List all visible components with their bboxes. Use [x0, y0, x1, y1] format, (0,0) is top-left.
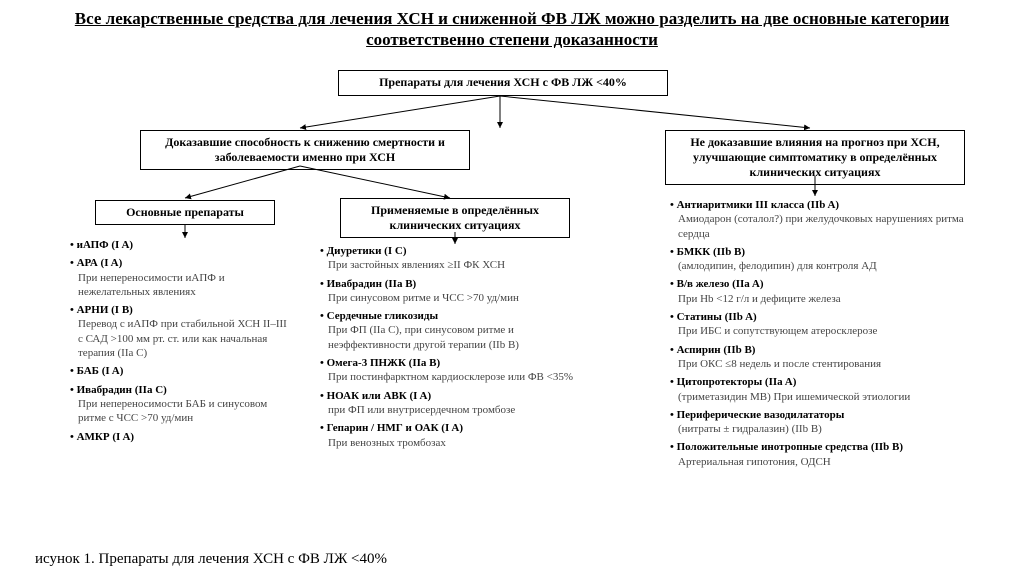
item-head: Сердечные гликозиды: [320, 310, 438, 322]
item-head: АРНИ (I B): [70, 304, 133, 316]
list-item: Положительные инотропные средства (IIb B…: [670, 440, 970, 469]
item-head: Периферические вазодилататоры: [670, 409, 844, 421]
item-sub: Перевод с иАПФ при стабильной ХСН II–III…: [70, 317, 290, 360]
item-head: Статины (IIb A): [670, 311, 757, 323]
sub-left-box: Основные препараты: [95, 200, 275, 225]
item-sub: При ИБС и сопутствующем атеросклерозе: [670, 324, 970, 338]
item-head: АРА (I A): [70, 257, 122, 269]
page-title: Все лекарственные средства для лечения Х…: [0, 0, 1024, 55]
list-item: АМКР (I A): [70, 430, 290, 444]
item-sub: Амиодарон (соталол?) при желудочковых на…: [670, 212, 970, 241]
list-item: Цитопротекторы (IIa A) (триметазидин МВ) …: [670, 375, 970, 404]
list-item: БМКК (IIb B)(амлодипин, фелодипин) для к…: [670, 245, 970, 274]
list-item: В/в железо (IIa A) При Hb <12 г/л и дефиц…: [670, 277, 970, 306]
figure-caption: исунок 1. Препараты для лечения ХСН с ФВ…: [35, 551, 387, 568]
item-sub: При синусовом ритме и ЧСС >70 уд/мин: [320, 291, 580, 305]
item-head: В/в железо (IIa A): [670, 278, 764, 290]
list-item: Омега-3 ПНЖК (IIa B)При постинфарктном к…: [320, 356, 580, 385]
list-item: Антиаритмики III класса (IIb A)Амиодарон…: [670, 198, 970, 241]
item-head: НОАК или АВК (I A): [320, 390, 431, 402]
list-item: Статины (IIb A)При ИБС и сопутствующем а…: [670, 310, 970, 339]
item-sub: (нитраты ± гидралазин) (IIb B): [670, 422, 970, 436]
item-sub: При застойных явлениях ≥II ФК ХСН: [320, 258, 580, 272]
item-sub: При ОКС ≤8 недель и после стентирования: [670, 357, 970, 371]
item-sub: При непереносимости БАБ и синусовом ритм…: [70, 397, 290, 426]
list-item: НОАК или АВК (I A)при ФП или внутрисерде…: [320, 389, 580, 418]
item-head: Омега-3 ПНЖК (IIa B): [320, 357, 440, 369]
item-sub: При постинфарктном кардиосклерозе или ФВ…: [320, 370, 580, 384]
item-sub: при ФП или внутрисердечном тромбозе: [320, 403, 580, 417]
item-head: БАБ (I A): [70, 365, 123, 377]
item-head: Аспирин (IIb B): [670, 344, 755, 356]
item-sub: Артериальная гипотония, ОДСН: [670, 455, 970, 469]
root-box: Препараты для лечения ХСН с ФВ ЛЖ <40%: [338, 70, 668, 96]
column-symptomatic-drugs: Антиаритмики III класса (IIb A)Амиодарон…: [670, 198, 970, 473]
item-sub: При ФП (IIa C), при синусовом ритме и не…: [320, 323, 580, 352]
item-head: Антиаритмики III класса (IIb A): [670, 199, 839, 211]
branch-left-box: Доказавшие способность к снижению смертн…: [140, 130, 470, 170]
list-item: БАБ (I A): [70, 364, 290, 378]
list-item: Сердечные гликозидыПри ФП (IIa C), при с…: [320, 309, 580, 352]
item-head: БМКК (IIb B): [670, 246, 745, 258]
list-item: Ивабрадин (IIa C)При непереносимости БАБ…: [70, 383, 290, 426]
column-situational-drugs: Диуретики (I C)При застойных явлениях ≥I…: [320, 244, 580, 454]
list-item: Диуретики (I C)При застойных явлениях ≥I…: [320, 244, 580, 273]
item-sub: (амлодипин, фелодипин) для контроля АД: [670, 259, 970, 273]
item-sub: При Hb <12 г/л и дефиците железа: [670, 292, 970, 306]
column-main-drugs: иАПФ (I A) АРА (I A) При непереносимости и…: [70, 238, 290, 448]
list-item: АРА (I A) При непереносимости иАПФ и неже…: [70, 256, 290, 299]
branch-right-box: Не доказавшие влияния на прогноз при ХСН…: [665, 130, 965, 185]
list-item: иАПФ (I A): [70, 238, 290, 252]
list-item: Периферические вазодилататоры(нитраты ± …: [670, 408, 970, 437]
item-head: АМКР (I A): [70, 431, 134, 443]
item-head: Ивабрадин (IIa C): [70, 384, 167, 396]
item-head: Цитопротекторы (IIa A): [670, 376, 796, 388]
list-item: Аспирин (IIb B)При ОКС ≤8 недель и после…: [670, 343, 970, 372]
sub-mid-box: Применяемые в определённых клинических с…: [340, 198, 570, 238]
item-head: Ивабрадин (IIa B): [320, 278, 416, 290]
list-item: Гепарин / НМГ и ОАК (I A) При венозных тр…: [320, 421, 580, 450]
item-sub: При непереносимости иАПФ и нежелательных…: [70, 271, 290, 300]
item-head: Положительные инотропные средства (IIb B…: [670, 441, 903, 453]
item-sub: При венозных тромбозах: [320, 436, 580, 450]
list-item: Ивабрадин (IIa B)При синусовом ритме и Ч…: [320, 277, 580, 306]
item-sub: (триметазидин МВ) При ишемической этиоло…: [670, 390, 970, 404]
list-item: АРНИ (I B)Перевод с иАПФ при стабильной …: [70, 303, 290, 360]
item-head: Диуретики (I C): [320, 245, 406, 257]
item-head: иАПФ (I A): [70, 239, 133, 251]
item-head: Гепарин / НМГ и ОАК (I A): [320, 422, 463, 434]
